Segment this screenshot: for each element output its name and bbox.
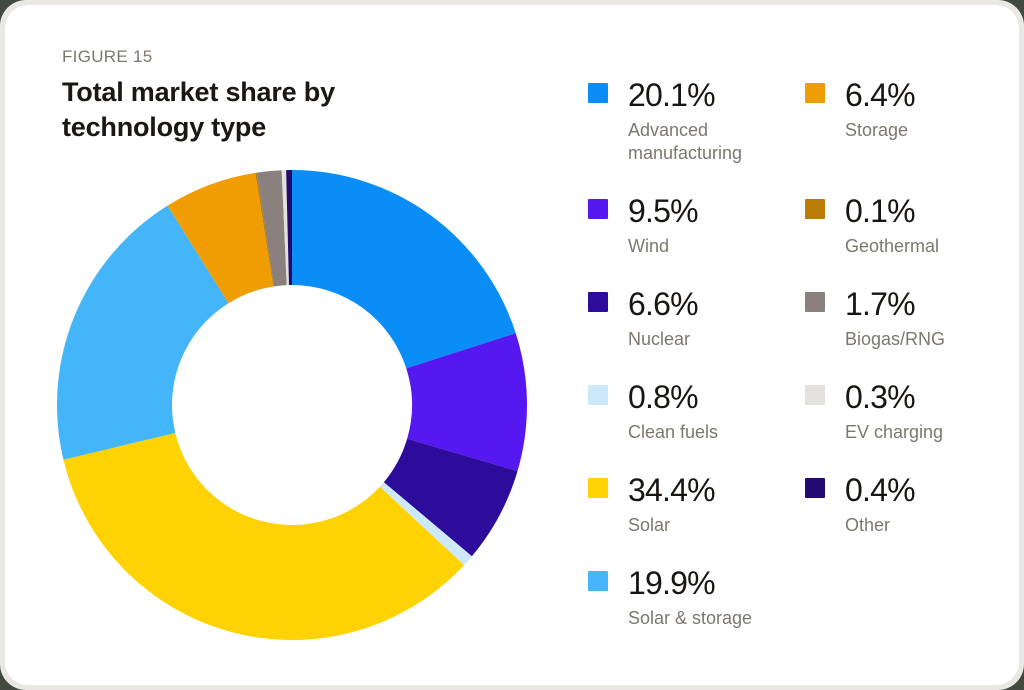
legend-label: Nuclear [628,329,691,349]
legend-swatch-ev-charging [805,385,825,405]
legend-label: EV charging [845,422,944,442]
legend-text: 6.4% Storage [845,75,916,142]
legend-label: Biogas/RNG [845,329,946,349]
legend-item-wind: 9.5% Wind [588,191,805,258]
legend-value: 34.4% [628,472,716,508]
legend-value: 19.9% [628,565,716,601]
legend-label: Advanced manufacturing [628,120,743,163]
figure-header: FIGURE 15 Total market share by technolo… [62,46,402,145]
donut-segment-nuclear [383,438,518,557]
legend-item-solar-storage: 19.9% Solar & storage [588,563,805,630]
legend-item-geothermal: 0.1% Geothermal [805,191,1022,258]
chart-legend: 20.1% Advanced manufacturing 9.5% Wind 6.6% N… [588,75,1022,630]
legend-label: Geothermal [845,236,940,256]
legend-swatch-solar-storage [588,571,608,591]
legend-value: 0.8% [628,379,699,415]
donut-segment-advanced-manufacturing [292,170,516,369]
donut-segment-storage [167,172,274,304]
donut-segment-biogas-rng [256,170,287,287]
figure-title: Total market share by technology type [62,77,335,142]
legend-swatch-advanced-manufacturing [588,83,608,103]
legend-text: 0.4% Other [845,470,916,537]
legend-item-nuclear: 6.6% Nuclear [588,284,805,351]
legend-item-advanced-manufacturing: 20.1% Advanced manufacturing [588,75,805,165]
legend-item-biogas-rng: 1.7% Biogas/RNG [805,284,1022,351]
legend-value: 6.4% [845,77,916,113]
legend-item-storage: 6.4% Storage [805,75,1022,165]
legend-value: 6.6% [628,286,699,322]
legend-swatch-clean-fuels [588,385,608,405]
donut-segment-geothermal [255,172,275,287]
legend-text: 34.4% Solar [628,470,716,537]
legend-swatch-other [805,478,825,498]
legend-text: 9.5% Wind [628,191,699,258]
legend-item-ev-charging: 0.3% EV charging [805,377,1022,444]
legend-label: Other [845,515,891,535]
donut-segment-solar [63,432,465,640]
legend-value: 0.1% [845,193,916,229]
legend-item-solar: 34.4% Solar [588,470,805,537]
legend-text: 0.1% Geothermal [845,191,939,258]
legend-swatch-wind [588,199,608,219]
legend-swatch-biogas-rng [805,292,825,312]
donut-segment-clean-fuels [379,482,472,566]
legend-item-other: 0.4% Other [805,470,1022,537]
legend-value: 20.1% [628,77,716,113]
figure-label: FIGURE 15 [62,47,153,66]
legend-value: 9.5% [628,193,699,229]
legend-text: 6.6% Nuclear [628,284,699,351]
legend-label: Clean fuels [628,422,719,442]
legend-label: Storage [845,120,909,140]
donut-segment-solar-storage [57,205,229,460]
legend-swatch-geothermal [805,199,825,219]
donut-segment-wind [406,333,527,472]
legend-swatch-nuclear [588,292,608,312]
legend-swatch-solar [588,478,608,498]
legend-text: 0.8% Clean fuels [628,377,718,444]
legend-value: 1.7% [845,286,916,322]
legend-text: 1.7% Biogas/RNG [845,284,945,351]
legend-value: 0.4% [845,472,916,508]
legend-label: Solar & storage [628,608,753,628]
legend-value: 0.3% [845,379,916,415]
legend-item-clean-fuels: 0.8% Clean fuels [588,377,805,444]
figure-card: FIGURE 15 Total market share by technolo… [5,5,1019,685]
legend-text: 0.3% EV charging [845,377,943,444]
donut-chart [57,170,527,640]
legend-text: 19.9% Solar & storage [628,563,752,630]
legend-label: Solar [628,515,671,535]
donut-segment-other [286,170,292,286]
donut-segment-ev-charging [281,170,289,286]
legend-text: 20.1% Advanced manufacturing [628,75,780,165]
legend-swatch-storage [805,83,825,103]
legend-label: Wind [628,236,670,256]
